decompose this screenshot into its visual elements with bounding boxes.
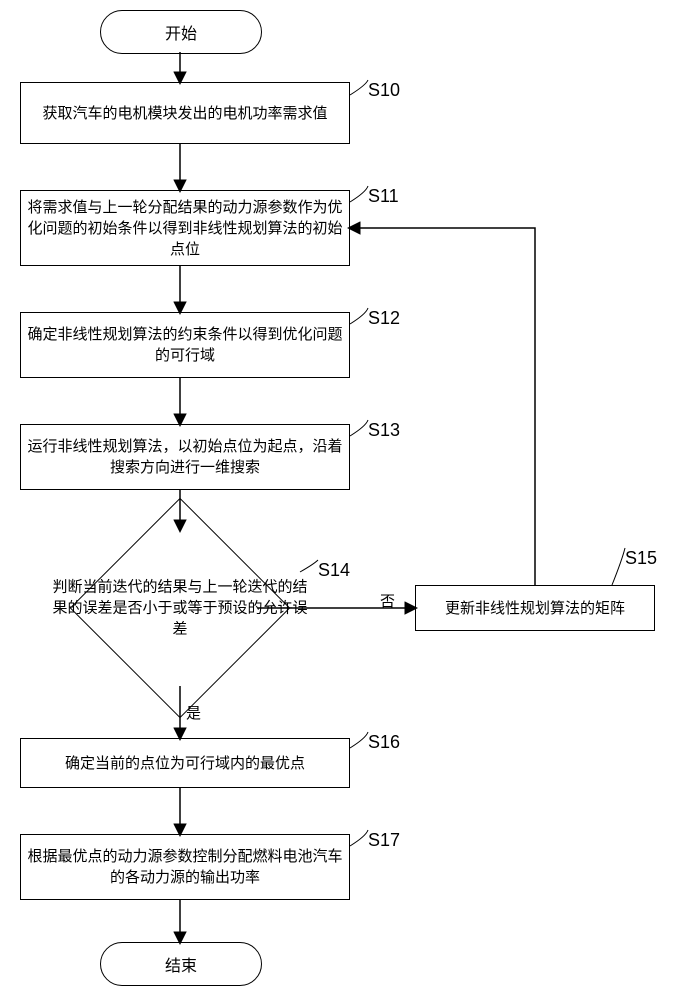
start-label: 开始 <box>165 20 197 44</box>
end-terminator: 结束 <box>100 942 262 986</box>
step-s13-text: 运行非线性规划算法，以初始点位为起点，沿着搜索方向进行一维搜索 <box>27 436 343 478</box>
step-s12-text: 确定非线性规划算法的约束条件以得到优化问题的可行域 <box>27 324 343 366</box>
edge-yes-label: 是 <box>186 702 201 723</box>
edge-no-label: 否 <box>380 590 395 611</box>
step-s10-text: 获取汽车的电机模块发出的电机功率需求值 <box>42 103 327 124</box>
step-s17-label: S17 <box>368 830 400 851</box>
step-s10: 获取汽车的电机模块发出的电机功率需求值 <box>20 82 350 144</box>
step-s12-label: S12 <box>368 308 400 329</box>
step-s15-text: 更新非线性规划算法的矩阵 <box>445 598 625 619</box>
step-s10-label: S10 <box>368 80 400 101</box>
step-s16-text: 确定当前的点位为可行域内的最优点 <box>65 753 305 774</box>
label-connector <box>350 80 368 95</box>
step-s17-text: 根据最优点的动力源参数控制分配燃料电池汽车的各动力源的输出功率 <box>27 846 343 888</box>
flowchart-canvas: 开始 获取汽车的电机模块发出的电机功率需求值 S10 将需求值与上一轮分配结果的… <box>0 0 675 1000</box>
step-s11: 将需求值与上一轮分配结果的动力源参数作为优化问题的初始条件以得到非线性规划算法的… <box>20 190 350 266</box>
step-s15-label: S15 <box>625 548 657 569</box>
label-connector <box>300 560 318 572</box>
step-s13-label: S13 <box>368 420 400 441</box>
end-label: 结束 <box>165 952 197 976</box>
step-s12: 确定非线性规划算法的约束条件以得到优化问题的可行域 <box>20 312 350 378</box>
label-connector <box>350 420 368 436</box>
label-connector <box>350 308 368 324</box>
step-s17: 根据最优点的动力源参数控制分配燃料电池汽车的各动力源的输出功率 <box>20 834 350 900</box>
step-s14-text: 判断当前迭代的结果与上一轮迭代的结果的误差是否小于或等于预设的允许误差 <box>52 579 307 638</box>
step-s11-text: 将需求值与上一轮分配结果的动力源参数作为优化问题的初始条件以得到非线性规划算法的… <box>27 197 343 260</box>
arrow-loop <box>350 228 535 585</box>
label-connector <box>350 830 368 846</box>
step-s16-label: S16 <box>368 732 400 753</box>
label-connector <box>612 548 625 585</box>
start-terminator: 开始 <box>100 10 262 54</box>
step-s14: 判断当前迭代的结果与上一轮迭代的结果的误差是否小于或等于预设的允许误差 <box>102 530 258 686</box>
step-s16: 确定当前的点位为可行域内的最优点 <box>20 738 350 788</box>
step-s14-label: S14 <box>318 560 350 581</box>
label-connector <box>350 732 368 748</box>
step-s15: 更新非线性规划算法的矩阵 <box>415 585 655 631</box>
step-s13: 运行非线性规划算法，以初始点位为起点，沿着搜索方向进行一维搜索 <box>20 424 350 490</box>
step-s11-label: S11 <box>368 186 399 207</box>
label-connector <box>350 186 368 202</box>
